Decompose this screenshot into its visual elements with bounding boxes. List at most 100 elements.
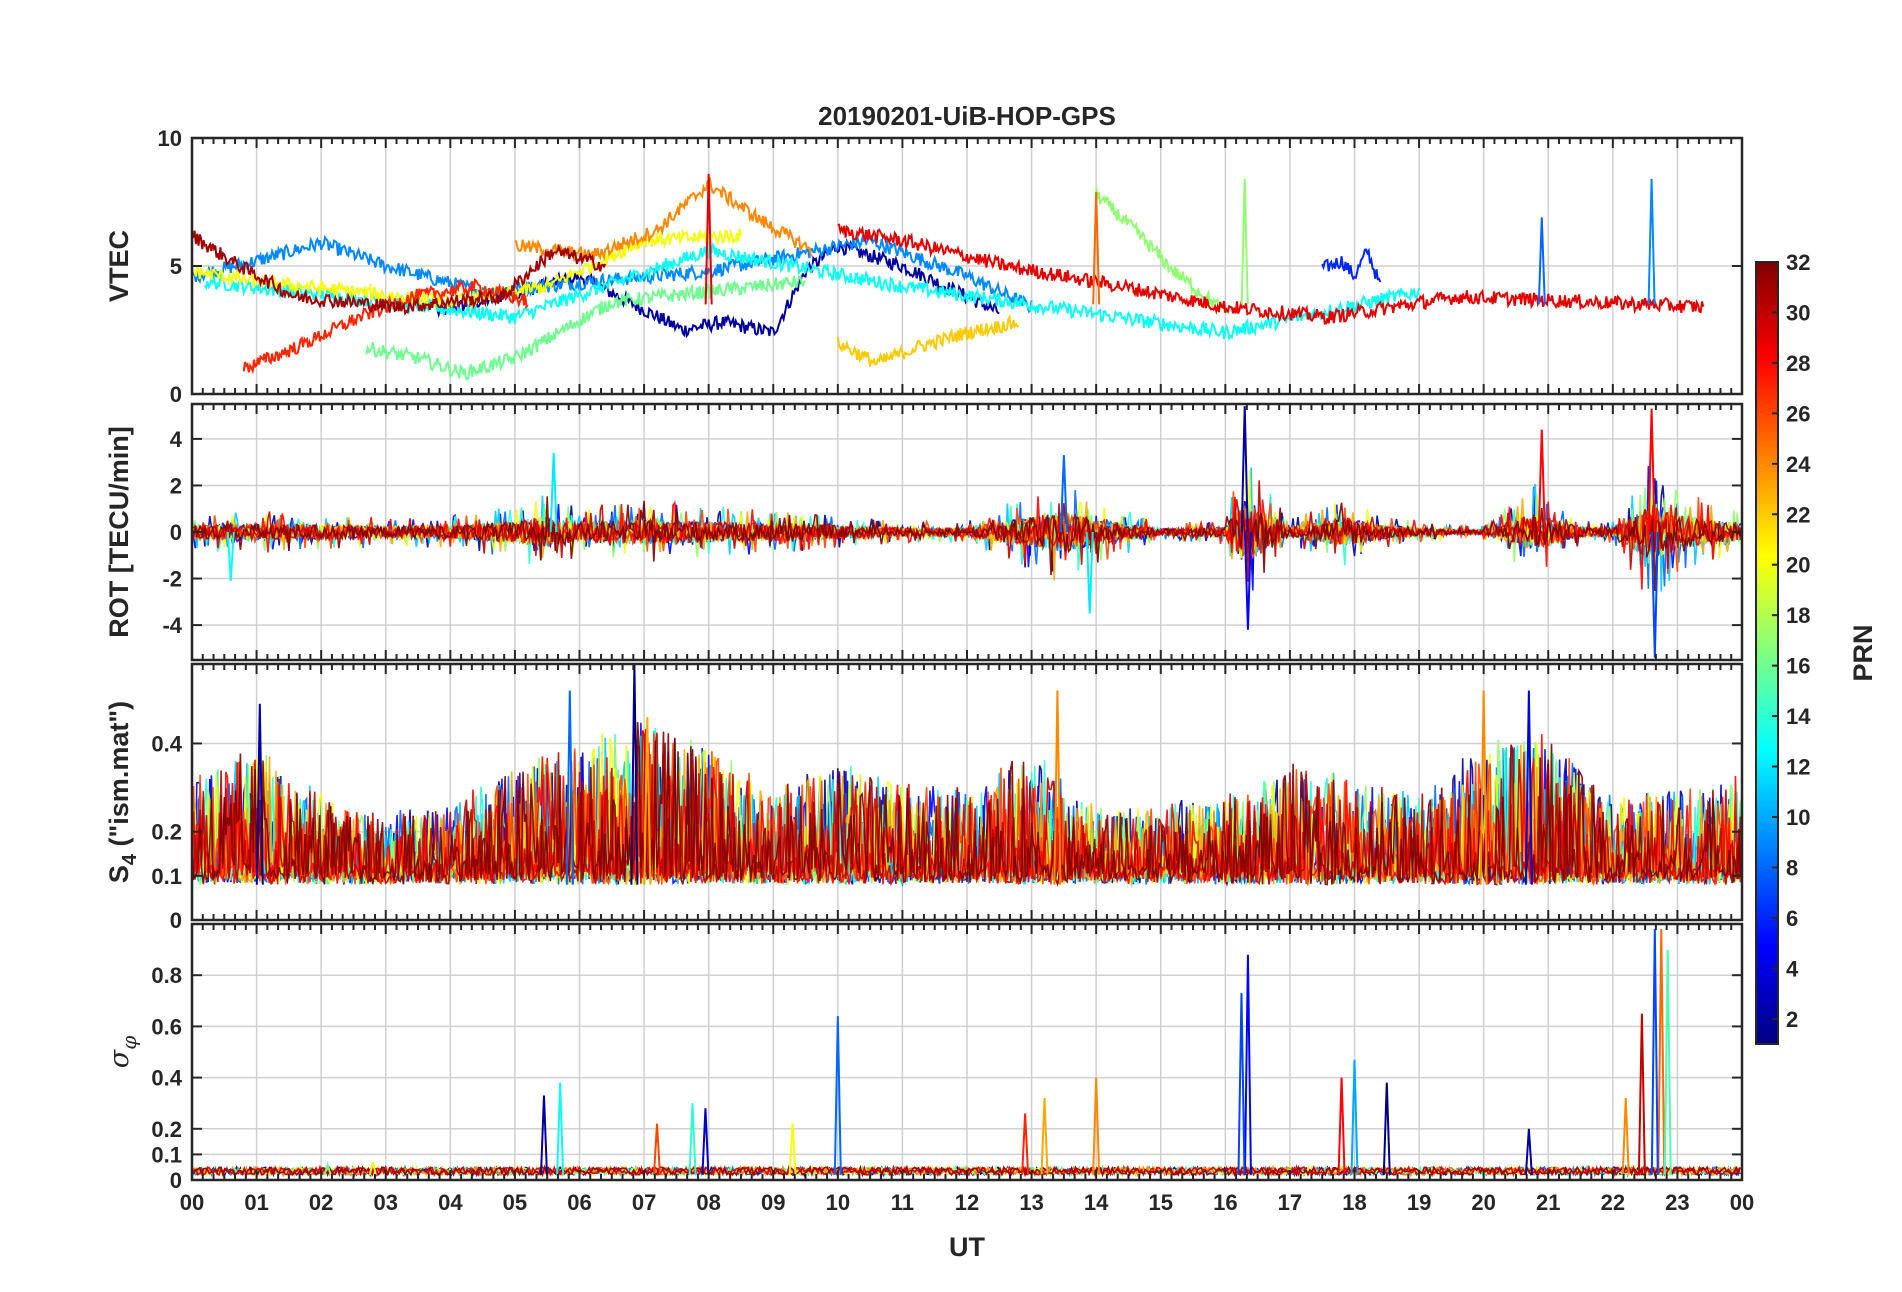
activity-prn-32 bbox=[192, 721, 1742, 887]
colorbar-tick-label: 14 bbox=[1786, 704, 1811, 729]
x-tick-label: 23 bbox=[1665, 1190, 1689, 1215]
spike-sigma_phi-14 bbox=[701, 1108, 710, 1175]
x-tick-label: 16 bbox=[1213, 1190, 1237, 1215]
spike-rot-2 bbox=[1647, 408, 1656, 533]
spike-sigma_phi-1 bbox=[1650, 929, 1659, 1175]
y-tick-label: 0.1 bbox=[151, 864, 182, 889]
x-tick-label: 09 bbox=[761, 1190, 785, 1215]
x-tick-label: 07 bbox=[632, 1190, 656, 1215]
spike-s4-5 bbox=[565, 690, 574, 885]
x-tick-label: 00 bbox=[1730, 1190, 1754, 1215]
x-tick-label: 15 bbox=[1149, 1190, 1173, 1215]
series-prn-31 bbox=[192, 230, 607, 316]
colorbar-tick-label: 18 bbox=[1786, 603, 1810, 628]
colorbar-tick-label: 32 bbox=[1786, 250, 1810, 275]
spike-rot-1 bbox=[1243, 531, 1252, 630]
colorbar-tick-label: 28 bbox=[1786, 351, 1810, 376]
spike-sigma_phi-9 bbox=[1337, 1077, 1346, 1175]
y-tick-label: 0.1 bbox=[151, 1142, 182, 1167]
y-tick-label: -4 bbox=[162, 613, 182, 638]
spike-s4-2 bbox=[1479, 690, 1488, 885]
colorbar-gradient bbox=[1755, 261, 1779, 1045]
x-tick-label: 21 bbox=[1536, 1190, 1560, 1215]
spike-vtec-1 bbox=[1240, 178, 1249, 305]
spike-rot-8 bbox=[226, 531, 235, 581]
y-tick-label: 0.2 bbox=[151, 1117, 182, 1142]
x-tick-label: 13 bbox=[1019, 1190, 1043, 1215]
colorbar-tick-label: 20 bbox=[1786, 553, 1810, 578]
spike-vtec-4 bbox=[1092, 191, 1101, 305]
spike-vtec-2 bbox=[1647, 178, 1656, 305]
y-axis-label-s4: S4 ("ism.mat") bbox=[104, 701, 141, 883]
y-tick-label: 0 bbox=[170, 382, 182, 407]
series-prn-27 bbox=[242, 277, 529, 375]
activity-prn-32 bbox=[192, 496, 1742, 592]
spike-sigma_phi-5 bbox=[1637, 1013, 1646, 1175]
spike-vtec-3 bbox=[1537, 217, 1546, 305]
spike-sigma_phi-22 bbox=[368, 1161, 377, 1176]
y-tick-label: 0.8 bbox=[151, 963, 182, 988]
ticks-s4 bbox=[191, 664, 1743, 921]
colorbar-tick-label: 12 bbox=[1786, 755, 1810, 780]
x-tick-label: 20 bbox=[1471, 1190, 1495, 1215]
spike-s4-0 bbox=[630, 664, 639, 885]
y-tick-label: 0.2 bbox=[151, 820, 182, 845]
y-tick-label: 0.4 bbox=[151, 731, 182, 756]
panel-s4: 0 0.1 0.2 0.4 S4 ("ism.mat") bbox=[104, 662, 1744, 933]
colorbar-tick-label: 2 bbox=[1786, 1007, 1798, 1032]
y-axis-label-rot: ROT [TECU/min] bbox=[104, 426, 134, 637]
data-vtec bbox=[192, 173, 1705, 381]
spike-rot-7 bbox=[549, 452, 558, 533]
grid-sigma_phi bbox=[192, 924, 1742, 1180]
panel-sigma_phi: 00.10.2 0.4 0.6 0.8 σφ bbox=[104, 922, 1744, 1193]
colorbar-tick-label: 16 bbox=[1786, 654, 1810, 679]
spike-sigma_phi-17 bbox=[653, 1123, 661, 1175]
chart-title: 20190201-UiB-HOP-GPS bbox=[818, 101, 1116, 131]
spike-rot-3 bbox=[1650, 531, 1659, 658]
y-tick-label: 0 bbox=[170, 520, 182, 545]
data-s4 bbox=[192, 664, 1742, 888]
x-tick-labels: 00 01 02 03 04 05 06 07 08 09 10 11 12 13 14 15 16 17 18 19… bbox=[180, 1190, 1754, 1215]
y-axis-label-sigma_phi: σφ bbox=[104, 1036, 141, 1068]
series-prn-9 bbox=[192, 233, 1033, 314]
ticks-rot bbox=[191, 404, 1743, 660]
panel-vtec: 0 5 10 VTEC bbox=[104, 126, 1744, 407]
x-tick-label: 05 bbox=[503, 1190, 527, 1215]
y-tick-label: 0.6 bbox=[151, 1014, 182, 1039]
y-tick-label: 0.4 bbox=[151, 1066, 182, 1091]
series-prn-22 bbox=[836, 314, 1020, 367]
colorbar-tick-label: 22 bbox=[1786, 502, 1810, 527]
data-sigma_phi bbox=[192, 929, 1741, 1178]
spike-rot-0 bbox=[1240, 406, 1249, 533]
y-axis-label-vtec: VTEC bbox=[104, 230, 134, 302]
x-tick-label: 11 bbox=[891, 1190, 914, 1215]
y-tick-label: 0 bbox=[170, 1168, 182, 1193]
x-tick-label: 03 bbox=[374, 1190, 398, 1215]
x-tick-label: 04 bbox=[438, 1190, 463, 1215]
x-tick-label: 19 bbox=[1407, 1190, 1431, 1215]
y-tick-label: 0 bbox=[170, 908, 182, 933]
x-tick-label: 14 bbox=[1084, 1190, 1109, 1215]
x-tick-label: 17 bbox=[1278, 1190, 1302, 1215]
x-tick-label: 08 bbox=[696, 1190, 720, 1215]
colorbar-tick-label: 24 bbox=[1786, 452, 1811, 477]
series-prn-13 bbox=[204, 242, 1421, 342]
spike-sigma_phi-0 bbox=[1657, 929, 1666, 1175]
grid-vtec bbox=[192, 138, 1742, 394]
spike-sigma_phi-11 bbox=[556, 1082, 565, 1175]
spike-sigma_phi-18 bbox=[788, 1123, 797, 1175]
series-prn-29 bbox=[837, 223, 1705, 325]
x-tick-label: 02 bbox=[309, 1190, 333, 1215]
colorbar-tick-label: 8 bbox=[1786, 855, 1798, 880]
spike-rot-5 bbox=[1085, 531, 1094, 614]
spike-sigma_phi-3 bbox=[1243, 954, 1252, 1175]
spike-sigma_phi-8 bbox=[1092, 1077, 1101, 1175]
y-tick-label: -2 bbox=[162, 567, 182, 592]
series-prn-6 bbox=[1321, 247, 1382, 283]
x-axis-label: UT bbox=[949, 1232, 985, 1262]
spike-sigma_phi-12 bbox=[539, 1095, 548, 1175]
colorbar-tick-label: 4 bbox=[1786, 956, 1799, 981]
